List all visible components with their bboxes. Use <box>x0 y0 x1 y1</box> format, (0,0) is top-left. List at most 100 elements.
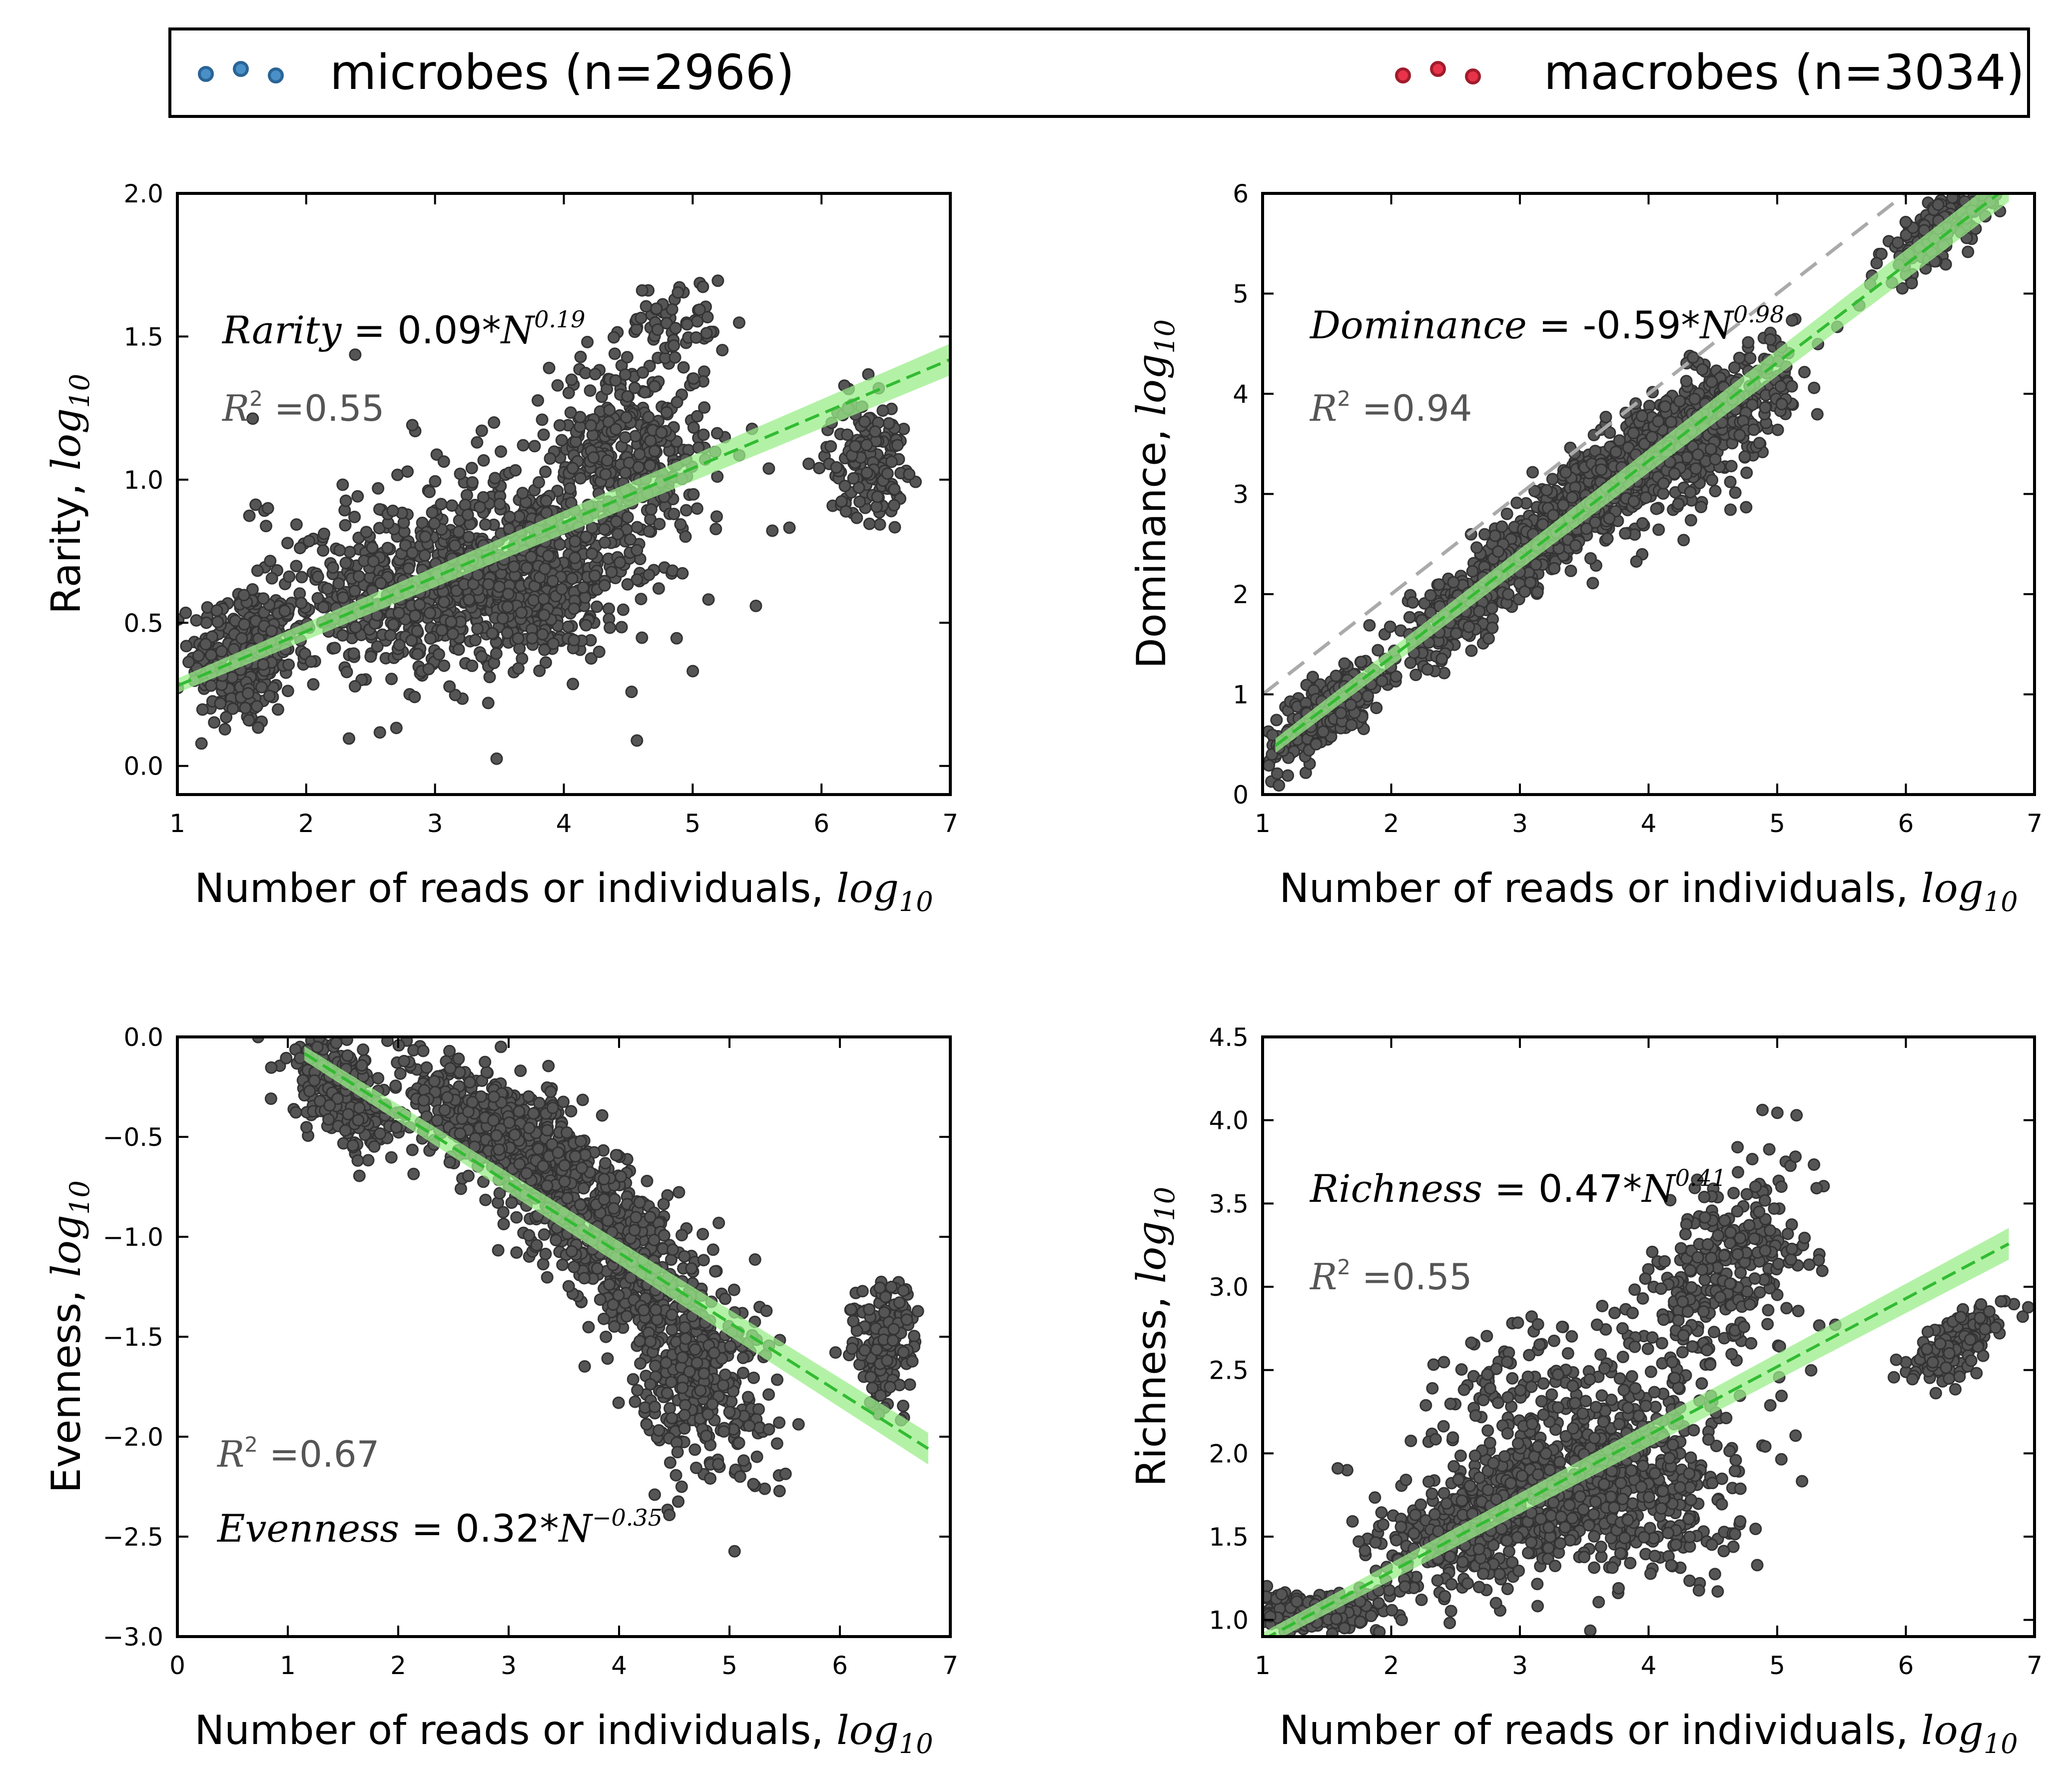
data-point <box>390 722 403 735</box>
data-point <box>340 666 353 679</box>
legend-macrobes-marker <box>1395 67 1411 83</box>
data-point <box>503 510 516 523</box>
data-point <box>326 561 339 574</box>
data-point <box>603 602 615 615</box>
data-point <box>493 580 506 593</box>
data-point <box>242 714 255 727</box>
data-point <box>569 535 582 548</box>
data-point <box>208 716 221 729</box>
data-point <box>348 511 361 523</box>
data-point <box>882 417 895 430</box>
data-point <box>666 303 679 316</box>
data-point <box>690 331 702 344</box>
data-point <box>479 1055 492 1068</box>
data-point <box>449 689 462 702</box>
data-point <box>1724 475 1737 488</box>
y-tick-label: 0.0 <box>123 752 163 781</box>
data-point <box>241 687 254 700</box>
data-point <box>260 520 272 533</box>
data-point <box>1270 714 1283 727</box>
data-point <box>1811 408 1824 421</box>
data-point <box>1418 597 1431 610</box>
data-point <box>1609 445 1622 458</box>
data-point <box>568 602 581 615</box>
data-point <box>1282 769 1295 782</box>
data-point <box>891 439 904 452</box>
data-point <box>435 624 448 637</box>
data-point <box>428 1075 441 1087</box>
data-point <box>349 680 361 693</box>
data-point <box>349 348 362 361</box>
data-point <box>610 423 623 436</box>
data-point <box>762 462 775 475</box>
data-point <box>512 632 525 645</box>
data-point <box>871 490 884 503</box>
y-tick-label: 6 <box>1233 179 1249 208</box>
data-point <box>514 1064 527 1077</box>
data-point <box>408 691 421 704</box>
data-point <box>584 384 597 397</box>
data-point <box>610 515 623 528</box>
data-point <box>672 286 685 299</box>
data-point <box>1536 518 1549 531</box>
data-point <box>1376 675 1388 688</box>
data-point <box>696 1228 709 1241</box>
data-point <box>562 386 575 399</box>
data-point <box>283 570 296 583</box>
data-point <box>1599 411 1612 423</box>
data-point <box>1684 514 1697 527</box>
data-point <box>406 546 419 559</box>
data-point <box>522 1090 535 1103</box>
x-tick-label: 6 <box>1898 809 1914 838</box>
data-point <box>411 648 424 661</box>
data-point <box>278 605 291 617</box>
data-point <box>516 487 529 500</box>
data-point <box>311 592 324 605</box>
data-point <box>599 536 612 549</box>
data-point <box>687 421 700 434</box>
data-point <box>668 508 681 520</box>
data-point <box>1470 541 1483 554</box>
data-point <box>1638 437 1651 450</box>
data-point <box>438 596 451 609</box>
data-point <box>569 551 582 564</box>
data-point <box>1946 193 1959 204</box>
data-point <box>303 1084 316 1097</box>
data-point <box>648 445 661 457</box>
data-point <box>1569 539 1582 552</box>
data-point <box>566 462 579 475</box>
data-point <box>342 1108 355 1121</box>
data-point <box>681 318 693 331</box>
data-point <box>669 322 682 335</box>
data-point <box>513 642 526 655</box>
data-point <box>1665 415 1678 428</box>
data-point <box>311 570 324 583</box>
data-point <box>1705 375 1718 388</box>
data-point <box>405 634 418 647</box>
data-point <box>1905 277 1918 290</box>
data-point <box>179 606 192 619</box>
data-point <box>655 426 668 439</box>
data-point <box>1636 517 1649 530</box>
data-point <box>374 577 387 590</box>
data-point <box>390 1121 403 1134</box>
data-point <box>393 639 406 652</box>
data-point <box>237 589 250 602</box>
data-point <box>290 560 303 573</box>
data-point <box>1774 380 1787 393</box>
data-point <box>417 1044 430 1057</box>
data-point <box>538 609 551 622</box>
data-point <box>215 645 228 658</box>
data-point <box>510 1246 523 1259</box>
data-point <box>1559 466 1572 479</box>
legend-macrobes-label: macrobes (n=3034) <box>1544 44 2025 100</box>
data-point <box>1546 473 1559 486</box>
data-point <box>263 690 276 703</box>
data-point <box>475 424 488 437</box>
data-point <box>1652 523 1665 536</box>
data-point <box>402 562 415 575</box>
r-squared: R2 =0.55 <box>221 386 384 429</box>
legend-microbes-marker <box>198 66 214 82</box>
data-point <box>211 616 224 629</box>
data-point <box>322 1113 335 1126</box>
